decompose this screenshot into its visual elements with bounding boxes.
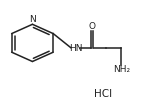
Text: NH₂: NH₂	[113, 64, 130, 73]
Text: HCl: HCl	[94, 88, 112, 98]
Text: O: O	[88, 22, 96, 31]
Text: HN: HN	[69, 44, 82, 53]
Text: N: N	[29, 15, 36, 24]
